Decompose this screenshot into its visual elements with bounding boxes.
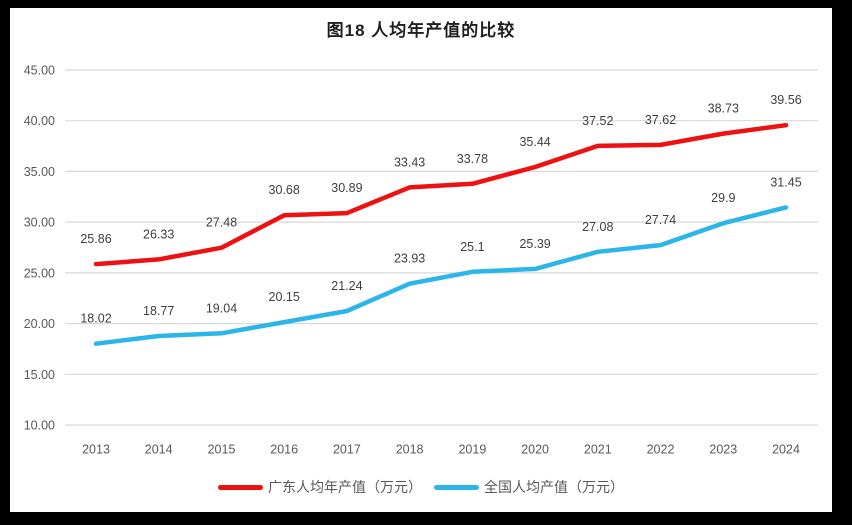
y-tick-label: 45.00 bbox=[24, 64, 55, 78]
legend-line-red-icon bbox=[218, 484, 263, 490]
x-tick-label: 2020 bbox=[521, 443, 549, 457]
x-tick-label: 2016 bbox=[270, 443, 298, 457]
legend-line-blue-icon bbox=[434, 484, 479, 490]
y-tick-label: 35.00 bbox=[24, 165, 55, 179]
line-chart: 10.00 15.00 20.00 25.00 30.00 35.00 40.00 45.00… bbox=[24, 64, 818, 457]
data-label: 21.24 bbox=[331, 279, 362, 293]
y-tick-label: 25.00 bbox=[24, 266, 55, 280]
x-tick-label: 2013 bbox=[82, 443, 110, 457]
data-label: 23.93 bbox=[394, 252, 425, 266]
legend-item-guangdong[interactable]: 广东人均年产值（万元） bbox=[218, 477, 422, 497]
x-tick-label: 2021 bbox=[584, 443, 612, 457]
series-line-1 bbox=[93, 205, 789, 346]
data-label: 26.33 bbox=[143, 227, 174, 241]
data-label: 37.62 bbox=[645, 113, 676, 127]
y-tick-label: 10.00 bbox=[24, 419, 55, 433]
data-label: 25.39 bbox=[519, 237, 550, 251]
data-label: 25.1 bbox=[460, 240, 484, 254]
y-tick-label: 40.00 bbox=[24, 114, 55, 128]
data-label: 37.52 bbox=[582, 114, 613, 128]
chart-legend: 广东人均年产值（万元） 全国人均产值（万元） bbox=[10, 477, 832, 497]
data-label: 33.43 bbox=[394, 155, 425, 169]
x-tick-label: 2018 bbox=[396, 443, 424, 457]
data-label: 38.73 bbox=[708, 102, 739, 116]
x-tick-label: 2015 bbox=[208, 443, 236, 457]
legend-label-national: 全国人均产值（万元） bbox=[484, 479, 624, 495]
data-label: 29.9 bbox=[711, 191, 735, 205]
x-tick-label: 2024 bbox=[772, 443, 800, 457]
data-label: 18.77 bbox=[143, 304, 174, 318]
x-tick-label: 2023 bbox=[709, 443, 737, 457]
legend-item-national[interactable]: 全国人均产值（万元） bbox=[434, 477, 624, 497]
data-label: 27.48 bbox=[206, 216, 237, 230]
data-label: 18.02 bbox=[80, 312, 111, 326]
x-tick-label: 2017 bbox=[333, 443, 361, 457]
y-tick-label: 20.00 bbox=[24, 317, 55, 331]
data-label: 27.74 bbox=[645, 213, 676, 227]
y-tick-label: 30.00 bbox=[24, 216, 55, 230]
data-label: 33.78 bbox=[457, 152, 488, 166]
legend-label-guangdong: 广东人均年产值（万元） bbox=[268, 479, 422, 495]
data-label: 31.45 bbox=[770, 175, 801, 189]
data-label: 25.86 bbox=[80, 232, 111, 246]
data-label: 39.56 bbox=[770, 93, 801, 107]
chart-title: 图18 人均年产值的比较 bbox=[326, 21, 516, 40]
x-tick-label: 2019 bbox=[458, 443, 486, 457]
data-label: 30.89 bbox=[331, 181, 362, 195]
data-label: 35.44 bbox=[519, 135, 550, 149]
data-label: 27.08 bbox=[582, 220, 613, 234]
y-tick-label: 15.00 bbox=[24, 368, 55, 382]
chart-panel: 10.00 15.00 20.00 25.00 30.00 35.00 40.00 45.00… bbox=[10, 8, 832, 512]
x-tick-label: 2022 bbox=[647, 443, 675, 457]
data-label: 30.68 bbox=[269, 183, 300, 197]
series-line-0 bbox=[93, 122, 789, 267]
data-label: 19.04 bbox=[206, 301, 237, 315]
data-label: 20.15 bbox=[269, 290, 300, 304]
x-tick-label: 2014 bbox=[145, 443, 173, 457]
